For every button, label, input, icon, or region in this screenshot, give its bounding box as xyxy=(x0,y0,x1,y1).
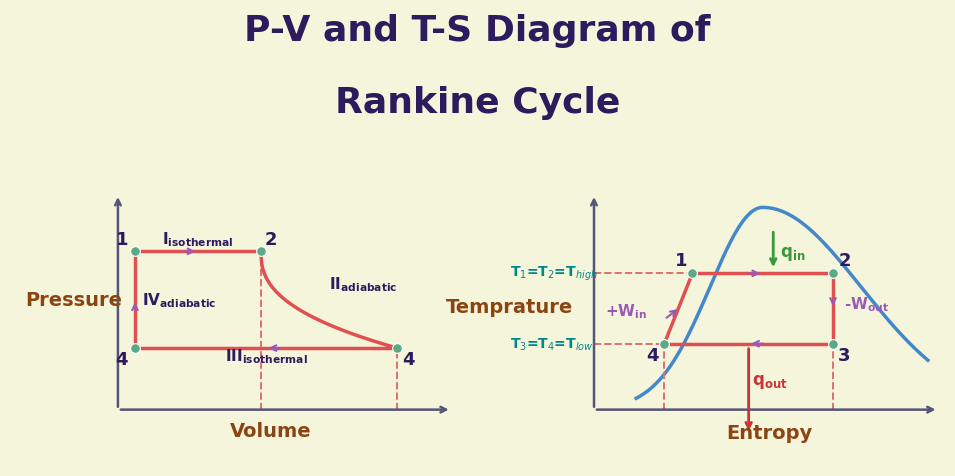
Text: IV$_{\mathbf{adiabatic}}$: IV$_{\mathbf{adiabatic}}$ xyxy=(141,291,217,309)
Text: Pressure: Pressure xyxy=(25,291,122,309)
Text: II$_{\mathbf{adiabatic}}$: II$_{\mathbf{adiabatic}}$ xyxy=(329,275,397,294)
Text: Rankine Cycle: Rankine Cycle xyxy=(335,86,620,119)
Text: P-V and T-S Diagram of: P-V and T-S Diagram of xyxy=(244,14,711,48)
Text: +W$_{\mathbf{in}}$: +W$_{\mathbf{in}}$ xyxy=(605,301,647,320)
Text: 2: 2 xyxy=(265,230,277,248)
Text: T$_3$=T$_4$=T$_{low}$: T$_3$=T$_4$=T$_{low}$ xyxy=(510,336,593,352)
Text: T$_1$=T$_2$=T$_{high}$: T$_1$=T$_2$=T$_{high}$ xyxy=(510,265,598,283)
Text: 4: 4 xyxy=(647,346,659,364)
Text: 2: 2 xyxy=(838,251,851,269)
Text: 1: 1 xyxy=(116,230,128,248)
Text: 4: 4 xyxy=(402,350,414,368)
Text: 1: 1 xyxy=(674,251,688,269)
Text: Volume: Volume xyxy=(230,421,312,440)
Text: III$_{\mathbf{isothermal}}$: III$_{\mathbf{isothermal}}$ xyxy=(224,347,308,365)
Text: Temprature: Temprature xyxy=(446,297,573,316)
Text: Entropy: Entropy xyxy=(727,423,813,442)
Text: -W$_{\mathbf{out}}$: -W$_{\mathbf{out}}$ xyxy=(843,295,889,314)
Text: 4: 4 xyxy=(116,350,128,368)
Text: I$_{\mathbf{isothermal}}$: I$_{\mathbf{isothermal}}$ xyxy=(162,230,234,249)
Text: 3: 3 xyxy=(838,346,851,364)
Text: q$_{\mathbf{out}}$: q$_{\mathbf{out}}$ xyxy=(753,373,788,390)
Text: q$_{\mathbf{in}}$: q$_{\mathbf{in}}$ xyxy=(780,244,806,262)
